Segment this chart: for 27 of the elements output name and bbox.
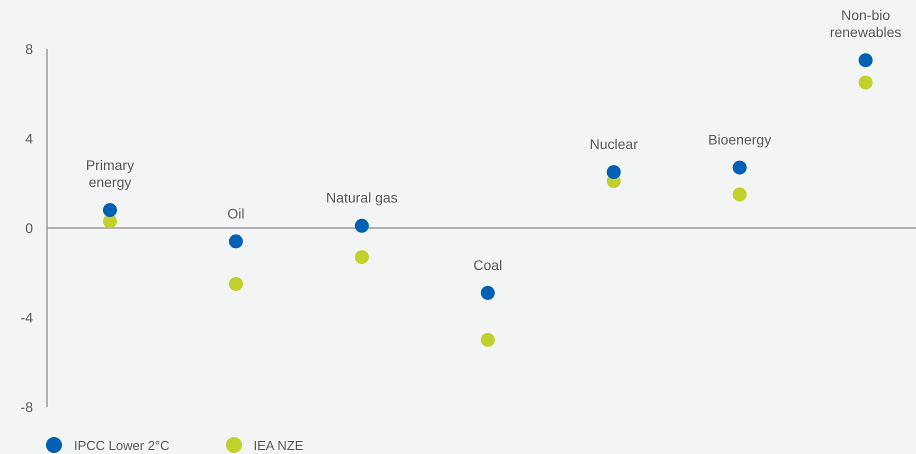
point [102, 203, 117, 218]
y-tick-label: -4 [20, 309, 34, 326]
legend-label: IPCC Lower 2°C [74, 438, 170, 452]
x-tick-label: Primary energy [86, 157, 134, 190]
point [858, 53, 873, 68]
y-tick-label: 4 [25, 130, 34, 146]
point [732, 187, 747, 202]
point [228, 234, 243, 248]
point [354, 218, 369, 233]
point [102, 214, 117, 228]
legend-label: IEA NZE [254, 438, 304, 452]
point [480, 286, 495, 300]
point [606, 165, 621, 180]
x-tick-label: Bioenergy [708, 131, 772, 148]
x-tick-label: Nuclear [590, 136, 638, 152]
x-tick-label: Oil [227, 205, 244, 222]
y-tick-label: -8 [20, 398, 34, 415]
x-tick-label: Coal [473, 256, 502, 273]
x-tick-label: Natural gas [326, 190, 398, 206]
point [732, 160, 747, 175]
y-tick-label: 0 [25, 220, 34, 236]
y-tick-label: 8 [25, 40, 34, 57]
x-tick-label: Non-bio renewables [830, 7, 902, 40]
point [228, 276, 243, 291]
point [480, 332, 495, 347]
point [858, 76, 873, 90]
point [354, 250, 369, 264]
